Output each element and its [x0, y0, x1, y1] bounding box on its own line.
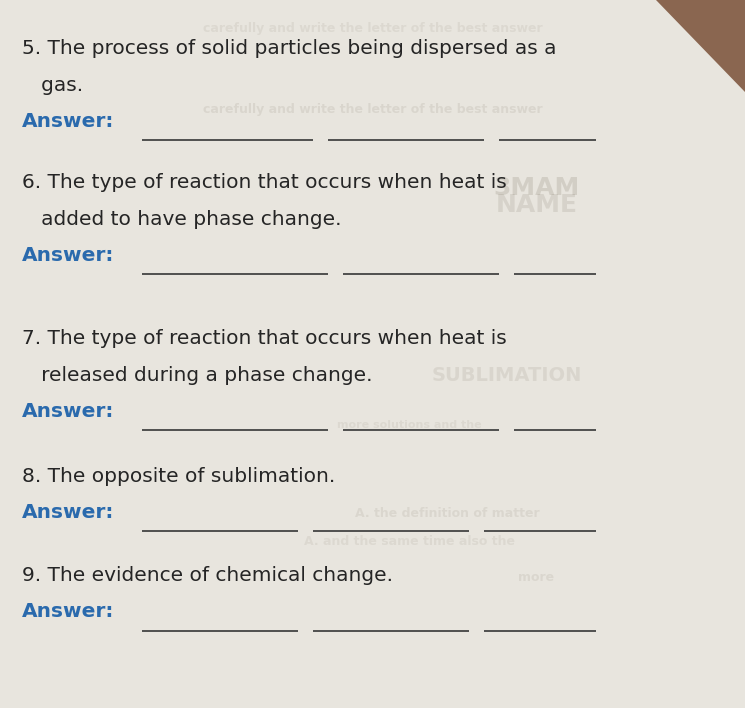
Text: released during a phase change.: released during a phase change. [22, 366, 372, 385]
Text: 7. The type of reaction that occurs when heat is: 7. The type of reaction that occurs when… [22, 329, 507, 348]
Text: A. the definition of matter: A. the definition of matter [355, 507, 539, 520]
Text: carefully and write the letter of the best answer: carefully and write the letter of the be… [203, 22, 542, 35]
Text: 9. The evidence of chemical change.: 9. The evidence of chemical change. [22, 566, 393, 586]
Text: Answer:: Answer: [22, 503, 115, 522]
Text: A. and the same time also the: A. and the same time also the [304, 535, 516, 548]
Text: Answer:: Answer: [22, 603, 115, 621]
Text: NAME: NAME [495, 193, 577, 217]
Text: SUBLIMATION: SUBLIMATION [431, 366, 582, 384]
Text: 6. The type of reaction that occurs when heat is: 6. The type of reaction that occurs when… [22, 173, 507, 193]
Text: gas.: gas. [22, 76, 83, 95]
Text: Answer:: Answer: [22, 246, 115, 265]
Text: more: more [519, 571, 554, 583]
Text: added to have phase change.: added to have phase change. [22, 210, 342, 229]
Text: Answer:: Answer: [22, 402, 115, 421]
Text: 3MAM: 3MAM [493, 176, 580, 200]
Text: 5. The process of solid particles being dispersed as a: 5. The process of solid particles being … [22, 39, 557, 58]
Polygon shape [656, 0, 745, 92]
Text: more solutions and the: more solutions and the [337, 420, 482, 430]
Text: Answer:: Answer: [22, 112, 115, 130]
Text: 8. The opposite of sublimation.: 8. The opposite of sublimation. [22, 467, 335, 486]
Text: carefully and write the letter of the best answer: carefully and write the letter of the be… [203, 103, 542, 116]
